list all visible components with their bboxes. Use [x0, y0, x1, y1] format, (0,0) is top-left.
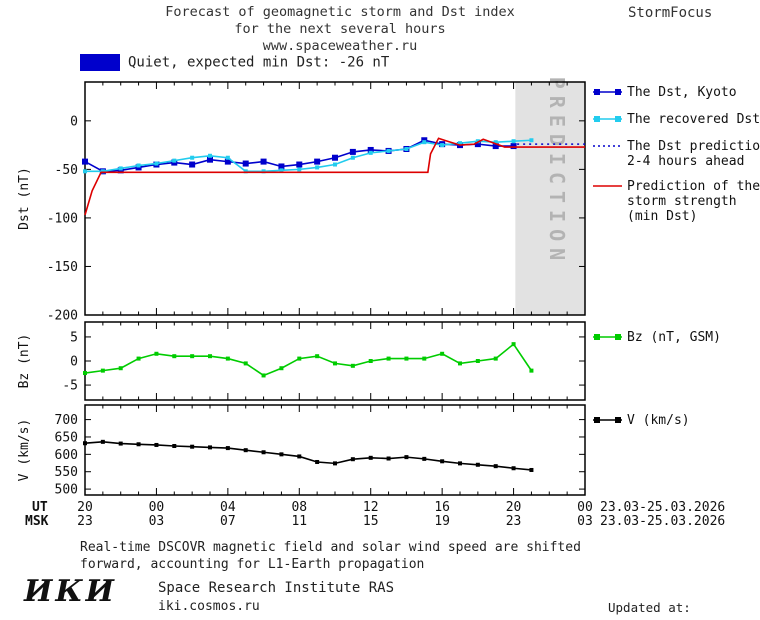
legend-text: Bz (nT, GSM) [627, 330, 721, 345]
y-axis-label: Dst (nT) [17, 167, 32, 230]
propagation-note: Real-time DSCOVR magnetic field and sola… [80, 539, 581, 573]
legend-text: Prediction of the [627, 179, 760, 194]
y-tick-label: -5 [62, 379, 78, 394]
y-tick-label: -200 [47, 309, 78, 324]
ut-tick: 12 [363, 500, 379, 515]
ut-tick: 08 [291, 500, 307, 515]
msk-tick: 15 [363, 514, 379, 529]
updated-label: Updated at: [608, 600, 691, 615]
ut-tick: 20 [77, 500, 93, 515]
title-line1: Forecast of geomagnetic storm and Dst in… [165, 4, 515, 20]
legend-v-km-s: V (km/s) [593, 413, 690, 428]
y-tick-label: 600 [55, 448, 78, 463]
y-tick-label: -100 [47, 211, 78, 226]
y-tick-label: 5 [70, 330, 78, 345]
status-color-box [80, 54, 120, 71]
y-tick-label: 0 [70, 114, 78, 129]
prediction-region [515, 82, 585, 315]
msk-tick: 07 [220, 514, 236, 529]
note-line1: Real-time DSCOVR magnetic field and sola… [80, 540, 581, 555]
status-text: Quiet, expected min Dst: -26 nT [128, 54, 390, 71]
forecast-chart: PREDICTION 0 -50 -100 -150 -200 Dst (nT) 5 0 -5 Bz… [17, 77, 760, 529]
iki-logo: ИКИ [24, 574, 117, 609]
updated-at-block: Updated at: UT 20:05, 24.03.2026 MSK 23:… [600, 565, 758, 620]
institute-site[interactable]: iki.cosmos.ru [158, 599, 260, 614]
msk-tick: 11 [291, 514, 307, 529]
ut-tick: 00 [577, 500, 593, 515]
title-url: www.spaceweather.ru [262, 38, 418, 54]
y-tick-label: 650 [55, 430, 78, 445]
dst-panel: PREDICTION 0 -50 -100 -150 -200 Dst (nT) [17, 77, 586, 324]
series-bz-nt-gsm [84, 342, 533, 377]
v-panel: 700 650 600 550 500 V (km/s) [17, 404, 586, 498]
legend-text: 2-4 hours ahead [627, 154, 744, 169]
y-tick-label: 700 [55, 413, 78, 428]
note-line2: forward, accounting for L1-Earth propaga… [80, 557, 425, 572]
y-tick-label: 550 [55, 465, 78, 480]
institute-name: Space Research Institute RAS [158, 580, 395, 596]
prediction-watermark: PREDICTION [545, 77, 569, 267]
y-axis-label: V (km/s) [17, 419, 32, 482]
legend-text: storm strength [627, 194, 737, 209]
ut-date-range: 23.03-25.03.2026 [600, 500, 725, 515]
y-tick-label: -150 [47, 260, 78, 275]
msk-tick: 23 [506, 514, 522, 529]
y-tick-label: 0 [70, 355, 78, 370]
msk-tick: 19 [434, 514, 450, 529]
legend-text: (min Dst) [627, 209, 697, 224]
legend-bz-nt-gsm: Bz (nT, GSM) [593, 330, 721, 345]
legend-text: The recovered Dst [627, 112, 760, 127]
msk-date-range: 23.03-25.03.2026 [600, 514, 725, 529]
series-v-km-s [84, 441, 532, 471]
ut-tick: 20 [506, 500, 522, 515]
ut-tick: 00 [149, 500, 165, 515]
msk-tick: 03 [577, 514, 593, 529]
ut-tick: 16 [434, 500, 450, 515]
msk-tick: 03 [149, 514, 165, 529]
legend-text: The Dst, Kyoto [627, 85, 737, 100]
y-axis-label: Bz (nT) [17, 334, 32, 389]
ut-row-label: UT [32, 500, 48, 515]
legend-the-recovered-dst: The recovered Dst [593, 112, 760, 127]
x-axis-labels: UTMSK2023000304070811121516192023000323.… [25, 500, 725, 529]
storm-status-line: Quiet, expected min Dst: -26 nT [80, 54, 389, 74]
msk-tick: 23 [77, 514, 93, 529]
ut-tick: 04 [220, 500, 236, 515]
y-tick-label: -50 [55, 163, 78, 178]
series-prediction-of-the-storm-strength-min-dst [84, 137, 585, 216]
legend-text: The Dst prediction [627, 139, 760, 154]
brand-stormfocus: StormFocus [628, 5, 713, 21]
chart-title: Forecast of geomagnetic storm and Dst in… [0, 4, 680, 55]
title-line2: for the next several hours [234, 21, 446, 37]
msk-row-label: MSK [25, 514, 49, 529]
bz-panel: 5 0 -5 Bz (nT) [17, 321, 586, 401]
y-tick-label: 500 [55, 483, 78, 498]
legend-the-dst-kyoto: The Dst, Kyoto [593, 85, 737, 100]
legend-text: V (km/s) [627, 413, 690, 428]
